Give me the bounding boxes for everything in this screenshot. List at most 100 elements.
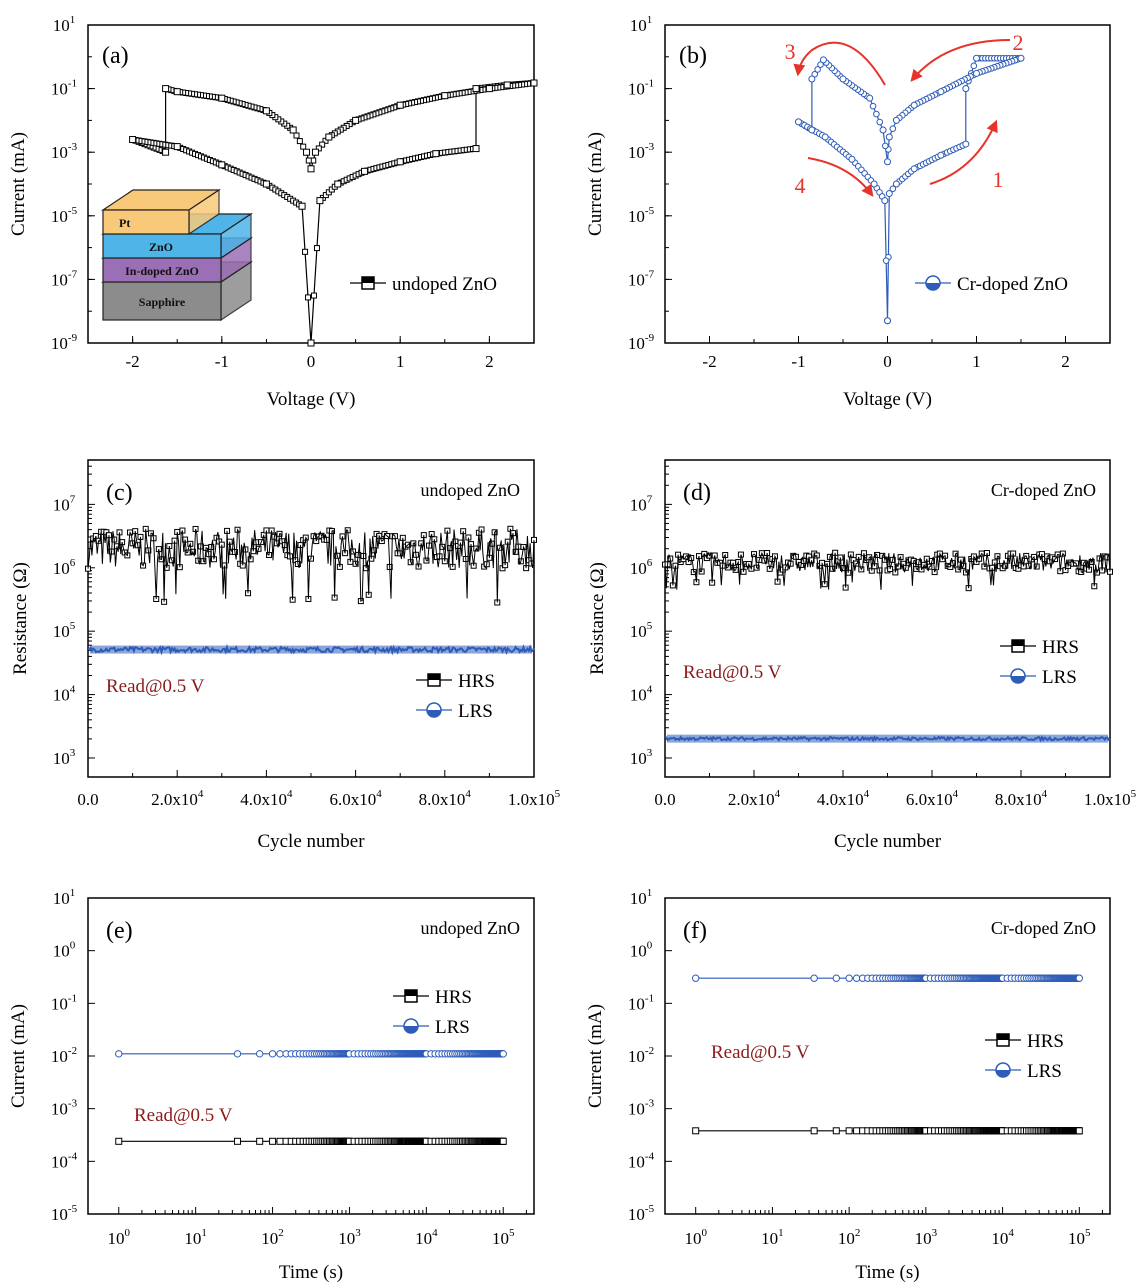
y-tick-label: 101 <box>53 14 76 35</box>
x-tick-label: 100 <box>684 1227 707 1248</box>
x-tick-label: 8.0x104 <box>419 788 472 809</box>
data-point <box>852 974 861 982</box>
x-tick-label: -2 <box>702 352 716 371</box>
y-tick-label: 101 <box>630 887 653 908</box>
series-lrs <box>691 974 1084 982</box>
data-point <box>313 245 320 252</box>
y-tick-label: 104 <box>630 684 653 705</box>
x-tick-label: 2 <box>485 352 494 371</box>
data-point <box>218 161 226 169</box>
panel-title: Cr-doped ZnO <box>991 480 1096 500</box>
data-point <box>218 94 226 102</box>
x-tick-label: 104 <box>991 1227 1014 1248</box>
data-point <box>269 1137 277 1145</box>
data-point <box>115 1050 123 1058</box>
data-point <box>839 75 847 83</box>
data-point <box>884 317 891 325</box>
x-tick-label: 0 <box>883 352 892 371</box>
x-axis-label: Voltage (V) <box>267 389 356 410</box>
data-point <box>361 167 369 175</box>
data-point <box>293 132 300 139</box>
arrow-1 <box>929 119 998 185</box>
x-tick-label: 1.0x105 <box>1084 788 1137 809</box>
y-tick-label: 10-2 <box>628 1045 654 1066</box>
y-tick-label: 10-9 <box>51 332 78 353</box>
data-point <box>472 145 480 153</box>
arrow-number: 3 <box>785 39 796 64</box>
panel-title: undoped ZnO <box>421 480 520 500</box>
y-axis-label: Current (mA) <box>585 1004 606 1108</box>
data-point <box>233 1137 241 1145</box>
data-point <box>316 197 324 205</box>
x-axis-label: Time (s) <box>855 1262 919 1283</box>
panel-label: (c) <box>106 480 133 506</box>
series-band <box>667 734 1108 743</box>
x-tick-label: 6.0x104 <box>329 788 382 809</box>
legend-label: Cr-doped ZnO <box>957 274 1068 295</box>
data-point <box>262 107 270 115</box>
y-tick-label: 101 <box>630 14 653 35</box>
data-point <box>853 1127 861 1135</box>
legend-label: HRS <box>435 987 472 1008</box>
y-tick-label: 10-2 <box>51 1045 77 1066</box>
x-axis-label: Cycle number <box>257 831 365 852</box>
x-tick-label: 0.0 <box>654 790 675 809</box>
panel-d: 0.0 2.0x104 4.0x104 6.0x104 8.0x104 1.0x105 10… <box>587 459 1137 852</box>
y-tick-label: 10-7 <box>628 268 655 289</box>
y-tick-label: 101 <box>53 887 76 908</box>
x-tick-label: 101 <box>761 1227 784 1248</box>
legend-label: LRS <box>458 701 493 722</box>
x-tick-label: 104 <box>415 1227 438 1248</box>
read-annotation: Read@0.5 V <box>134 1105 233 1126</box>
data-point <box>1075 974 1084 982</box>
data-point <box>319 141 326 148</box>
series-line <box>87 528 535 603</box>
data-point <box>892 180 900 188</box>
data-point <box>1075 1127 1083 1135</box>
data-point <box>879 126 887 134</box>
panel-title: undoped ZnO <box>421 918 520 938</box>
data-point <box>808 75 816 83</box>
x-axis-label: Time (s) <box>279 1262 343 1283</box>
direction-arrows: 1 2 3 4 <box>785 30 1024 198</box>
data-point <box>795 118 802 126</box>
y-tick-label: 10-3 <box>628 1098 655 1119</box>
data-point <box>396 158 404 166</box>
data-point <box>832 974 840 982</box>
x-tick-label: -1 <box>791 352 805 371</box>
data-point <box>962 85 970 93</box>
data-point <box>692 1127 700 1135</box>
y-tick-label: 106 <box>630 557 653 578</box>
panel-e: 100 101 102 103 104 105 101 100 10-1 10-2 10-3 10-4… <box>8 887 535 1283</box>
data-point <box>881 197 889 205</box>
arrow-2 <box>910 39 1011 82</box>
series-lrs <box>87 643 535 656</box>
data-point <box>819 56 827 64</box>
y-tick-label: 10-1 <box>51 992 77 1013</box>
x-axis-label: Cycle number <box>834 831 942 852</box>
y-axis-label: Resistance (Ω) <box>587 562 608 675</box>
legend-marker-fill <box>362 277 374 283</box>
layer-label: Pt <box>119 216 130 230</box>
data-point <box>810 974 818 982</box>
data-point <box>276 1050 284 1058</box>
data-point <box>307 165 315 173</box>
data-point <box>432 150 440 158</box>
panel-label: (a) <box>102 43 129 69</box>
arrow-number: 4 <box>795 173 806 198</box>
data-point <box>173 88 181 96</box>
data-point <box>300 143 307 150</box>
data-point <box>352 116 360 124</box>
data-point <box>162 85 170 93</box>
data-point <box>889 185 897 193</box>
x-tick-label: 105 <box>492 1227 515 1248</box>
data-point <box>973 69 980 77</box>
data-point <box>115 1137 123 1145</box>
y-tick-label: 10-4 <box>51 1150 78 1171</box>
legend-marker-fill <box>428 674 440 680</box>
panel-label: (d) <box>683 480 711 506</box>
arrow-number: 1 <box>993 167 1004 192</box>
data-point <box>876 118 884 126</box>
data-point <box>472 85 480 93</box>
data-point <box>910 101 918 109</box>
